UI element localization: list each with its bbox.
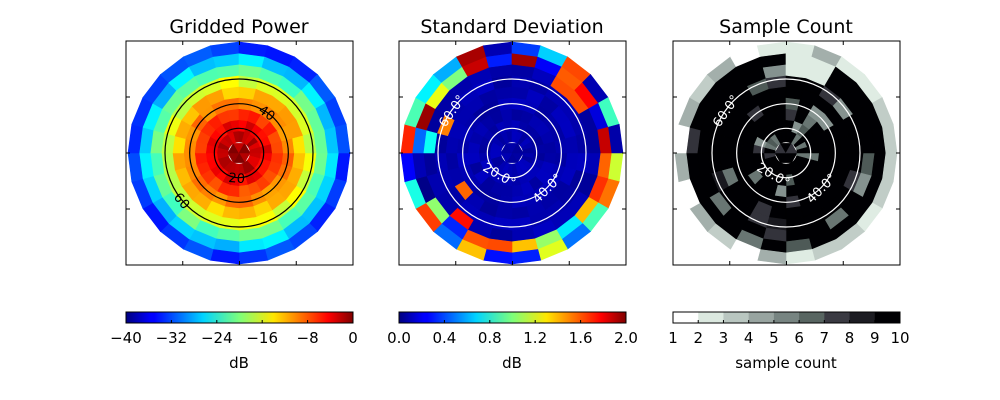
colorbar-step (799, 312, 825, 323)
colorbar-tick-label: 0.0 (387, 329, 411, 347)
colorbar-tick-label: 10 (890, 329, 909, 347)
colorbar-tick-label: 6 (794, 329, 804, 347)
colorbar-step (874, 312, 901, 323)
colorbar-step (773, 312, 800, 323)
frame-ticks (126, 41, 353, 265)
heatmap-cell (785, 142, 798, 154)
colorbar-step (748, 312, 775, 323)
colorbar-step (698, 312, 724, 323)
colorbar-gradient (398, 311, 627, 324)
colorbar-gradient (125, 311, 354, 324)
colorbar-tick-label: −8 (297, 329, 319, 347)
contour-20 (486, 127, 538, 179)
colorbar-label: sample count (735, 354, 837, 372)
colorbar-tick-label: 2.0 (614, 329, 638, 347)
colorbar-label: dB (229, 354, 249, 372)
frame-ticks (399, 41, 626, 265)
colorbar-tick-label: −32 (156, 329, 188, 347)
heatmap-cells (400, 41, 624, 265)
colorbar-step (824, 312, 851, 323)
colorbar-outline (672, 311, 901, 324)
colorbar-tick-label: 9 (870, 329, 880, 347)
colorbar-tick-label: −40 (110, 329, 142, 347)
colorbar-tick-label: 8 (845, 329, 855, 347)
panel-standard-deviation: Standard Deviation 20.0° 40.0°60.0° 0.0 0.… (387, 16, 638, 372)
colorbar-ticks: 0.0 0.4 0.8 1.2 1.6 2.0 (387, 320, 638, 347)
chart-title: Sample Count (719, 16, 853, 38)
heatmap-cell (238, 142, 251, 154)
panel-sample-count: Sample Count 20.0° 40.0°60.0° 1 2 3 4 5 6 7 8 9 10… (668, 16, 909, 372)
colorbar-tick-label: −16 (246, 329, 278, 347)
chart-title: Gridded Power (169, 16, 308, 38)
colorbar-tick-label: 0 (348, 329, 358, 347)
colorbar-tick-label: 7 (820, 329, 830, 347)
chart-title: Standard Deviation (420, 16, 603, 38)
colorbar-ticks: −40 −32 −24 −16 −8 0 (110, 320, 358, 347)
colorbar-tick-label: 2 (693, 329, 703, 347)
colorbar-tick-label: 3 (719, 329, 729, 347)
colorbar-tick-label: 4 (744, 329, 754, 347)
colorbar-tick-label: 0.4 (432, 329, 456, 347)
contour-40 (736, 103, 836, 203)
frame-ticks (673, 41, 900, 265)
contour-60 (164, 78, 314, 228)
colorbar-tick-label: 1.2 (523, 329, 547, 347)
colorbar-tick-label: 1.6 (569, 329, 593, 347)
contour-20 (213, 127, 265, 179)
colorbar-tick-label: −24 (201, 329, 233, 347)
colorbar-label: dB (502, 354, 522, 372)
colorbar-tick-label: 0.8 (478, 329, 502, 347)
contour-label: 20 (228, 171, 246, 187)
heatmap-cells (674, 41, 898, 265)
contour-40 (189, 103, 289, 203)
contour-20 (760, 127, 812, 179)
colorbar-step (673, 312, 699, 323)
colorbar-step (849, 312, 876, 323)
colorbar-ticks: 1 2 3 4 5 6 7 8 9 10 (668, 320, 910, 347)
heatmap-cell (511, 142, 524, 154)
colorbar-tick-label: 1 (668, 329, 678, 347)
colorbar-discrete (672, 311, 901, 324)
contour-40 (462, 103, 562, 203)
colorbar-tick-label: 5 (769, 329, 779, 347)
heatmap-cells (127, 41, 351, 265)
contour-60 (437, 78, 587, 228)
contour-60 (711, 78, 861, 228)
colorbar-step (723, 312, 750, 323)
